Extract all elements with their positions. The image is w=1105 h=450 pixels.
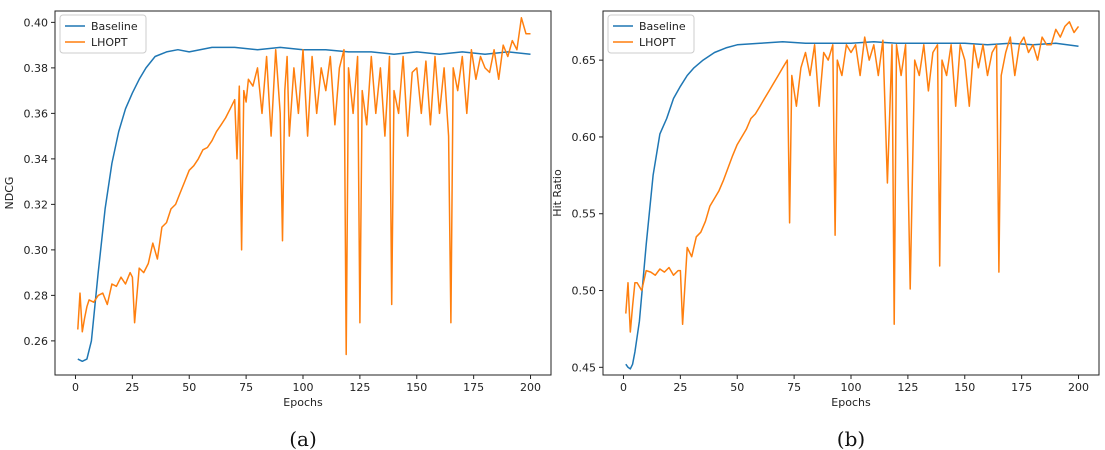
x-tick-label: 50 [182, 381, 196, 394]
series-line-baseline [77, 46, 531, 363]
legend-label-baseline: Baseline [639, 20, 686, 33]
panel-caption: (b) [837, 427, 865, 450]
legend-label-baseline: Baseline [91, 20, 138, 33]
y-tick-label: 0.40 [24, 16, 49, 29]
series-line-baseline [625, 40, 1079, 370]
y-tick-label: 0.36 [24, 107, 49, 120]
y-tick-label: 0.50 [572, 285, 597, 298]
x-tick-label: 75 [239, 381, 253, 394]
panel-caption: (a) [289, 427, 317, 450]
y-tick-label: 0.26 [24, 335, 49, 348]
y-tick-label: 0.38 [24, 62, 49, 75]
x-tick-label: 125 [897, 381, 918, 394]
x-tick-label: 100 [841, 381, 862, 394]
x-tick-label: 25 [125, 381, 139, 394]
x-tick-label: 125 [349, 381, 370, 394]
plot-frame [54, 10, 552, 376]
panel-a: 0 25 50 75 100 125 150 175 200 0.26 0.28 0.30 0.32 0.… [3, 10, 552, 450]
x-tick-label: 0 [72, 381, 79, 394]
y-tick-label: 0.34 [24, 153, 49, 166]
x-tick-label: 150 [954, 381, 975, 394]
x-tick-label: 200 [1068, 381, 1089, 394]
legend-label-lhopt: LHOPT [639, 36, 676, 49]
x-axis-label: Epochs [831, 396, 871, 409]
x-axis-label: Epochs [283, 396, 323, 409]
x-tick-label: 175 [1011, 381, 1032, 394]
x-tick-label: 150 [406, 381, 427, 394]
x-tick-label: 0 [620, 381, 627, 394]
legend-box [59, 14, 147, 54]
plot-frame [602, 10, 1100, 376]
x-tick-label: 200 [520, 381, 541, 394]
x-tick-label: 50 [730, 381, 744, 394]
y-axis-label: NDCG [3, 177, 16, 210]
panel-b: 0 25 50 75 100 125 150 175 200 0.45 0.50 0.55 0.60 0.… [551, 10, 1100, 450]
y-tick-label: 0.45 [572, 361, 597, 374]
y-tick-label: 0.32 [24, 198, 49, 211]
y-tick-label: 0.28 [24, 289, 49, 302]
y-tick-label: 0.55 [572, 208, 597, 221]
y-tick-label: 0.65 [572, 54, 597, 67]
x-tick-label: 75 [787, 381, 801, 394]
series-line-lhopt [625, 21, 1080, 333]
x-tick-label: 25 [673, 381, 687, 394]
x-tick-label: 100 [293, 381, 314, 394]
series-line-lhopt [77, 17, 531, 356]
y-tick-label: 0.60 [572, 131, 597, 144]
legend-label-lhopt: LHOPT [91, 36, 128, 49]
y-tick-label: 0.30 [24, 244, 49, 257]
y-axis-label: Hit Ratio [551, 169, 564, 217]
legend-box [607, 14, 695, 54]
x-tick-label: 175 [463, 381, 484, 394]
